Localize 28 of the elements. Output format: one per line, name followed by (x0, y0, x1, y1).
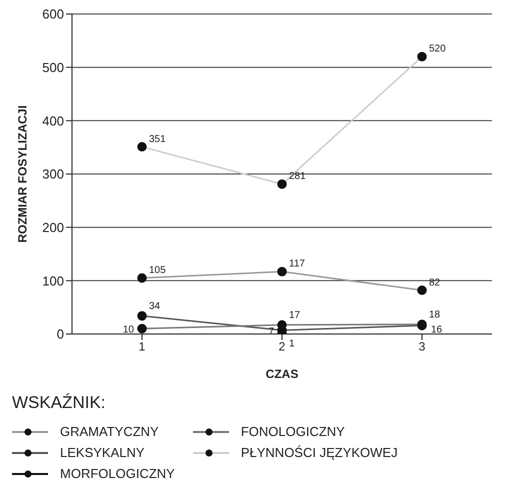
data-label: 16 (431, 324, 443, 336)
y-tick-label: 0 (56, 326, 64, 342)
data-label: 117 (289, 258, 306, 270)
y-tick-label: 500 (42, 60, 64, 75)
x-axis-title: CZAS (266, 367, 298, 381)
x-tick-label: 2 (278, 340, 286, 354)
data-label: 105 (149, 265, 166, 276)
legend-label: PŁYNNOŚCI JĘZYKOWEJ (240, 445, 398, 460)
data-label: 520 (429, 44, 446, 55)
legend-label: GRAMATYCZNY (60, 424, 159, 439)
legend-title: WSKAŹNIK: (12, 393, 107, 413)
data-label: 18 (429, 309, 441, 320)
y-tick-label: 200 (42, 220, 64, 235)
y-axis-title: ROZMIAR FOSYLIZACJI (15, 105, 30, 243)
y-tick-label: 600 (42, 6, 64, 22)
legend-label: FONOLOGICZNY (240, 424, 345, 439)
data-label: 281 (289, 171, 306, 182)
y-tick-label: 300 (42, 166, 64, 182)
legend-label: LEKSYKALNY (60, 445, 145, 460)
x-tick-label: 3 (418, 340, 426, 354)
data-label: 351 (149, 134, 166, 145)
data-label: 17 (289, 310, 301, 321)
x-tick-label: 1 (138, 340, 146, 354)
data-label: 34 (149, 300, 161, 312)
data-label: 10 (122, 324, 134, 336)
y-tick-label: 400 (42, 113, 64, 128)
legend-label: MORFOLOGICZNY (60, 466, 175, 481)
y-tick-label: 100 (42, 273, 64, 288)
